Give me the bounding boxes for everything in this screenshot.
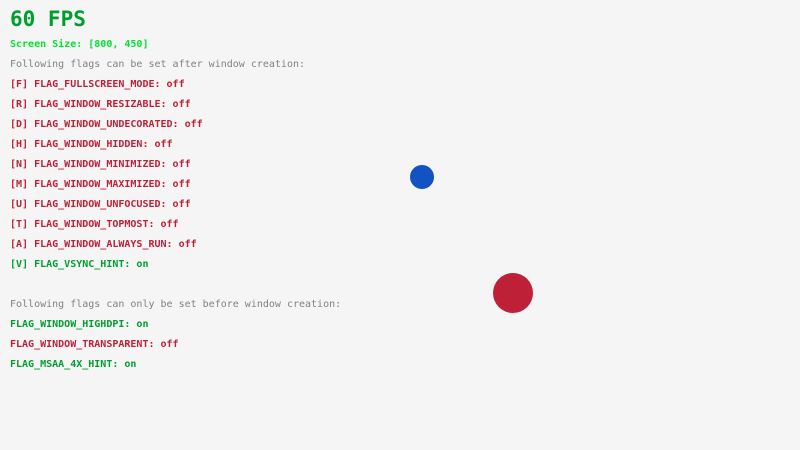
flag-row-msaa-4x-hint: FLAG_MSAA_4X_HINT: on — [10, 359, 137, 370]
section-header-after-creation: Following flags can be set after window … — [10, 59, 306, 70]
section-header-before-creation: Following flags can only be set before w… — [10, 299, 342, 310]
flag-row-window-highdpi: FLAG_WINDOW_HIGHDPI: on — [10, 319, 149, 330]
flag-row-window-hidden: [H] FLAG_WINDOW_HIDDEN: off — [10, 139, 173, 150]
flag-row-window-resizable: [R] FLAG_WINDOW_RESIZABLE: off — [10, 99, 191, 110]
flag-row-window-maximized: [M] FLAG_WINDOW_MAXIMIZED: off — [10, 179, 191, 190]
blue-ball — [410, 165, 434, 189]
flag-row-window-minimized: [N] FLAG_WINDOW_MINIMIZED: off — [10, 159, 191, 170]
flag-row-fullscreen-mode: [F] FLAG_FULLSCREEN_MODE: off — [10, 79, 185, 90]
fps-counter: 60 FPS — [10, 7, 86, 31]
screen-size-label: Screen Size: [800, 450] — [10, 39, 149, 50]
maroon-bouncing-ball — [493, 273, 533, 313]
flag-row-vsync-hint: [V] FLAG_VSYNC_HINT: on — [10, 259, 149, 270]
flag-row-window-topmost: [T] FLAG_WINDOW_TOPMOST: off — [10, 219, 179, 230]
flag-row-window-always-run: [A] FLAG_WINDOW_ALWAYS_RUN: off — [10, 239, 197, 250]
flag-row-window-undecorated: [D] FLAG_WINDOW_UNDECORATED: off — [10, 119, 203, 130]
flag-row-window-transparent: FLAG_WINDOW_TRANSPARENT: off — [10, 339, 179, 350]
flag-row-window-unfocused: [U] FLAG_WINDOW_UNFOCUSED: off — [10, 199, 191, 210]
